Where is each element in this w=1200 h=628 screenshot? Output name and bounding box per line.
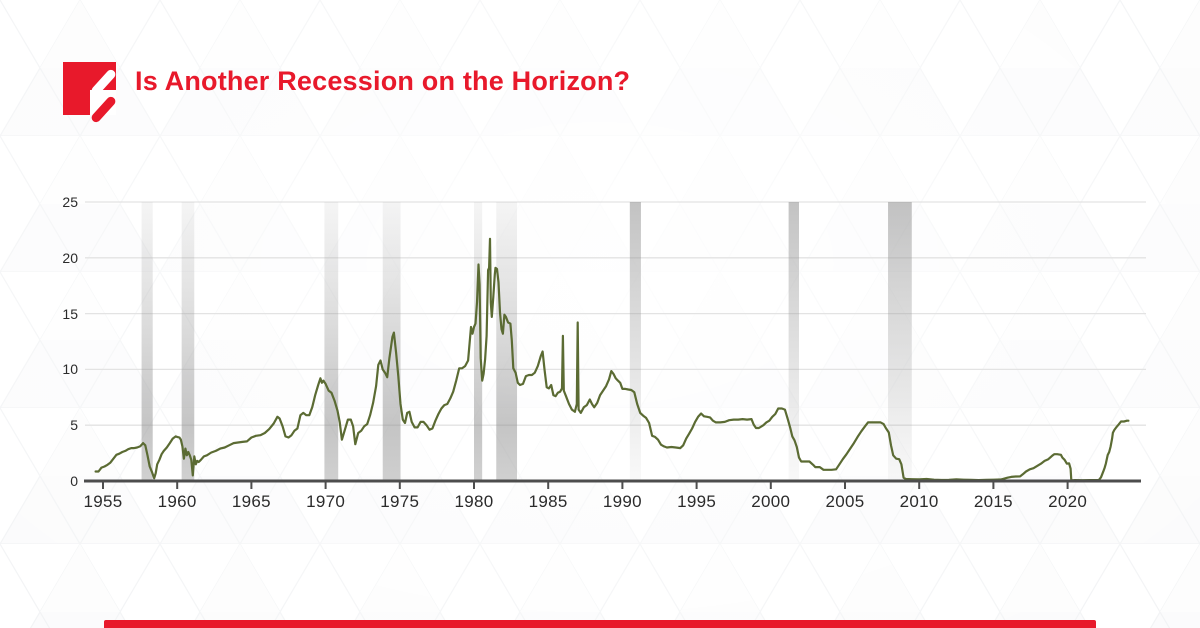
rate-line (94, 237, 1130, 482)
x-axis-label: 1975 (380, 492, 420, 511)
x-axis-label: 1990 (602, 492, 642, 511)
x-axis-label: 1970 (306, 492, 346, 511)
x-axis-label: 1960 (157, 492, 197, 511)
recession-band (788, 202, 799, 481)
x-axis-label: 1995 (677, 492, 717, 511)
x-axis-label: 2010 (899, 492, 939, 511)
x-axis-label: 1980 (454, 492, 494, 511)
recession-band (181, 202, 195, 481)
x-axis-label: 1955 (83, 492, 123, 511)
page-title: Is Another Recession on the Horizon? (135, 66, 631, 96)
x-axis-label: 2015 (973, 492, 1013, 511)
rate-line-chart (84, 201, 1146, 489)
x-axis-label: 2020 (1048, 492, 1088, 511)
y-axis-label: 20 (62, 249, 78, 266)
y-axis-label: 25 (62, 194, 78, 210)
y-axis-label: 0 (70, 473, 78, 489)
x-axis-label: 2005 (825, 492, 865, 511)
recession-band (496, 202, 518, 481)
recession-band (141, 202, 153, 481)
y-axis-label: 5 (70, 417, 78, 434)
y-axis-label: 10 (62, 361, 78, 378)
x-axis-label: 2000 (751, 492, 791, 511)
recession-band (888, 202, 912, 481)
recession-band (629, 202, 641, 481)
x-axis-label: 1965 (231, 492, 271, 511)
y-axis-label: 15 (62, 305, 78, 322)
recession-band (474, 202, 483, 481)
chart-area: 0 5 10 15 20 25 1955 1960 1965 1970 1975 1980 1985 19… (62, 194, 1146, 511)
x-axis-label: 1985 (528, 492, 568, 511)
footer-accent-bar (104, 620, 1096, 628)
recession-band (324, 202, 339, 481)
brand-logo-icon (63, 54, 118, 125)
